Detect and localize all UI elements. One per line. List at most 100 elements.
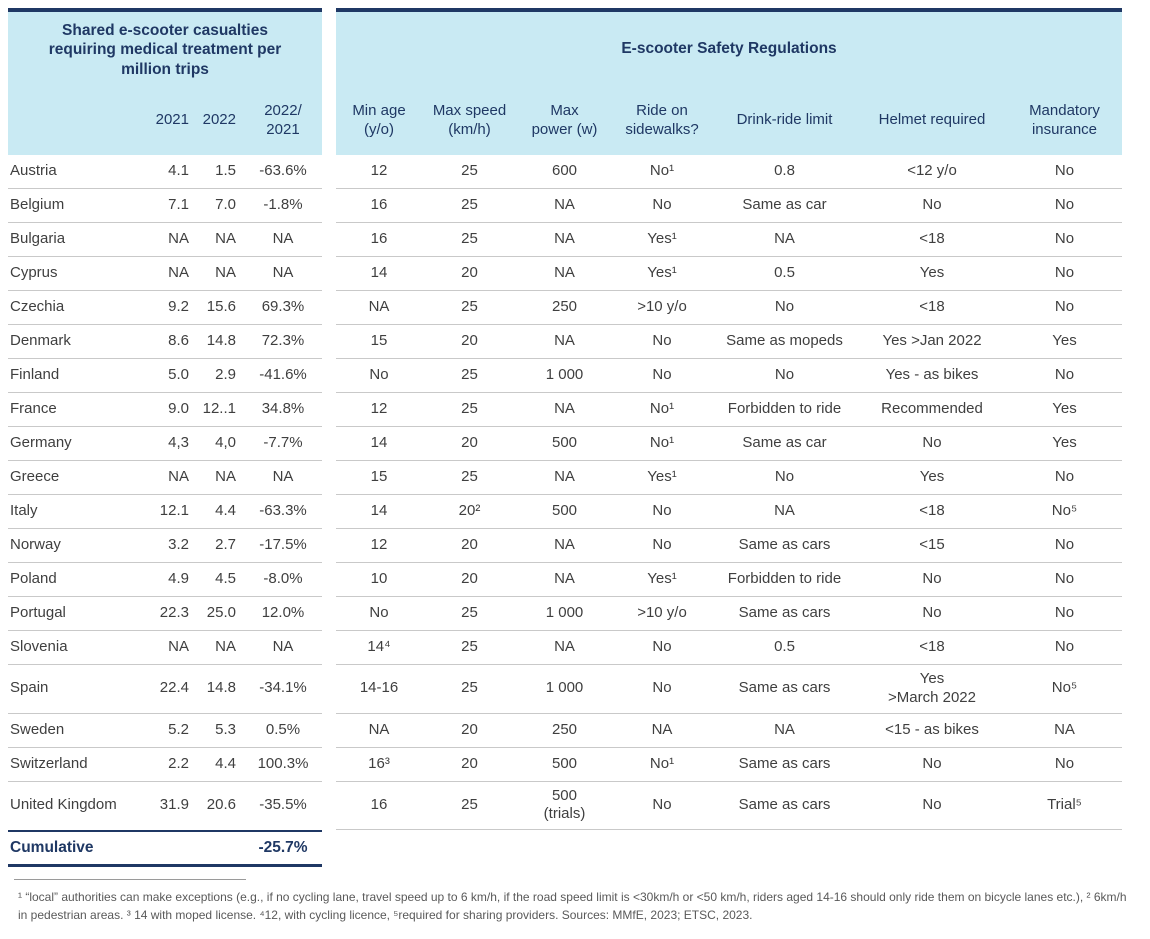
min-age-cell: No bbox=[336, 359, 422, 393]
column-gap bbox=[322, 393, 336, 427]
value-2021-cell: 22.4 bbox=[140, 665, 197, 714]
country-cell: Greece bbox=[8, 461, 140, 495]
max-power-cell: NA bbox=[517, 257, 612, 291]
value-2021-cell: 22.3 bbox=[140, 597, 197, 631]
column-gap bbox=[322, 781, 336, 830]
sidewalks-cell: No bbox=[612, 665, 712, 714]
sidewalks-cell: No¹ bbox=[612, 748, 712, 782]
value-2021-cell: NA bbox=[140, 461, 197, 495]
insurance-cell: No bbox=[1007, 257, 1122, 291]
value-2021-cell: NA bbox=[140, 257, 197, 291]
helmet-cell: No bbox=[857, 563, 1007, 597]
column-gap bbox=[322, 257, 336, 291]
max-speed-cell: 25 bbox=[422, 461, 517, 495]
drink-limit-cell: No bbox=[712, 461, 857, 495]
country-cell: Belgium bbox=[8, 189, 140, 223]
change-cell: -63.6% bbox=[244, 155, 322, 189]
min-age-cell: 14 bbox=[336, 495, 422, 529]
drink-limit-cell: Same as car bbox=[712, 427, 857, 461]
column-gap bbox=[322, 86, 336, 155]
insurance-cell: No⁵ bbox=[1007, 495, 1122, 529]
column-gap bbox=[322, 747, 336, 782]
cumulative-2022-cell bbox=[197, 830, 244, 867]
column-header-2022: 2022 bbox=[197, 86, 244, 155]
max-speed-cell: 20 bbox=[422, 325, 517, 359]
column-header-min-age: Min age (y/o) bbox=[336, 86, 422, 155]
max-speed-cell: 20² bbox=[422, 495, 517, 529]
country-cell: Norway bbox=[8, 529, 140, 563]
column-gap bbox=[322, 461, 336, 495]
column-gap bbox=[322, 427, 336, 461]
sidewalks-cell: NA bbox=[612, 714, 712, 748]
value-2022-cell: 15.6 bbox=[197, 291, 244, 325]
min-age-cell: 14 bbox=[336, 427, 422, 461]
min-age-cell: No bbox=[336, 597, 422, 631]
insurance-cell: Trial⁵ bbox=[1007, 782, 1122, 830]
max-power-cell: 500 bbox=[517, 748, 612, 782]
drink-limit-cell: No bbox=[712, 359, 857, 393]
change-cell: 34.8% bbox=[244, 393, 322, 427]
country-cell: Spain bbox=[8, 665, 140, 714]
drink-limit-cell: NA bbox=[712, 495, 857, 529]
value-2022-cell: 4.4 bbox=[197, 748, 244, 782]
right-table-title: E-scooter Safety Regulations bbox=[336, 8, 1122, 86]
sidewalks-cell: Yes¹ bbox=[612, 223, 712, 257]
value-2022-cell: 7.0 bbox=[197, 189, 244, 223]
value-2022-cell: 2.7 bbox=[197, 529, 244, 563]
max-speed-cell: 25 bbox=[422, 597, 517, 631]
value-2022-cell: 14.8 bbox=[197, 665, 244, 714]
value-2021-cell: NA bbox=[140, 631, 197, 665]
sidewalks-cell: No bbox=[612, 529, 712, 563]
change-cell: 69.3% bbox=[244, 291, 322, 325]
drink-limit-cell: Same as cars bbox=[712, 782, 857, 830]
country-cell: Bulgaria bbox=[8, 223, 140, 257]
country-cell: Poland bbox=[8, 563, 140, 597]
change-cell: -63.3% bbox=[244, 495, 322, 529]
sidewalks-cell: Yes¹ bbox=[612, 563, 712, 597]
insurance-cell: No bbox=[1007, 631, 1122, 665]
value-2021-cell: 5.2 bbox=[140, 714, 197, 748]
helmet-cell: No bbox=[857, 597, 1007, 631]
country-cell: Sweden bbox=[8, 714, 140, 748]
min-age-cell: NA bbox=[336, 714, 422, 748]
column-header-insurance: Mandatory insurance bbox=[1007, 86, 1122, 155]
min-age-cell: 16 bbox=[336, 189, 422, 223]
helmet-cell: Recommended bbox=[857, 393, 1007, 427]
min-age-cell: 12 bbox=[336, 393, 422, 427]
insurance-cell: No bbox=[1007, 189, 1122, 223]
max-power-cell: 1 000 bbox=[517, 359, 612, 393]
column-gap bbox=[322, 529, 336, 563]
cumulative-change-cell: -25.7% bbox=[244, 830, 322, 867]
min-age-cell: 10 bbox=[336, 563, 422, 597]
column-header-max-speed: Max speed (km/h) bbox=[422, 86, 517, 155]
drink-limit-cell: Same as cars bbox=[712, 665, 857, 714]
min-age-cell: 16 bbox=[336, 782, 422, 830]
drink-limit-cell: NA bbox=[712, 714, 857, 748]
max-power-cell: NA bbox=[517, 461, 612, 495]
value-2022-cell: 14.8 bbox=[197, 325, 244, 359]
country-cell: Finland bbox=[8, 359, 140, 393]
max-speed-cell: 20 bbox=[422, 748, 517, 782]
max-power-cell: 250 bbox=[517, 291, 612, 325]
max-power-cell: 600 bbox=[517, 155, 612, 189]
value-2022-cell: 4.4 bbox=[197, 495, 244, 529]
value-2022-cell: 25.0 bbox=[197, 597, 244, 631]
sidewalks-cell: >10 y/o bbox=[612, 597, 712, 631]
min-age-cell: 15 bbox=[336, 461, 422, 495]
helmet-cell: <15 bbox=[857, 529, 1007, 563]
country-cell: Portugal bbox=[8, 597, 140, 631]
drink-limit-cell: Same as mopeds bbox=[712, 325, 857, 359]
sidewalks-cell: >10 y/o bbox=[612, 291, 712, 325]
drink-limit-cell: Forbidden to ride bbox=[712, 393, 857, 427]
change-cell: -34.1% bbox=[244, 665, 322, 714]
max-speed-cell: 25 bbox=[422, 665, 517, 714]
max-power-cell: 250 bbox=[517, 714, 612, 748]
insurance-cell: No⁵ bbox=[1007, 665, 1122, 714]
change-cell: -17.5% bbox=[244, 529, 322, 563]
drink-limit-cell: Same as cars bbox=[712, 597, 857, 631]
value-2021-cell: 4.9 bbox=[140, 563, 197, 597]
max-speed-cell: 20 bbox=[422, 529, 517, 563]
value-2021-cell: 9.0 bbox=[140, 393, 197, 427]
insurance-cell: No bbox=[1007, 155, 1122, 189]
cumulative-right-spacer bbox=[336, 830, 1122, 867]
